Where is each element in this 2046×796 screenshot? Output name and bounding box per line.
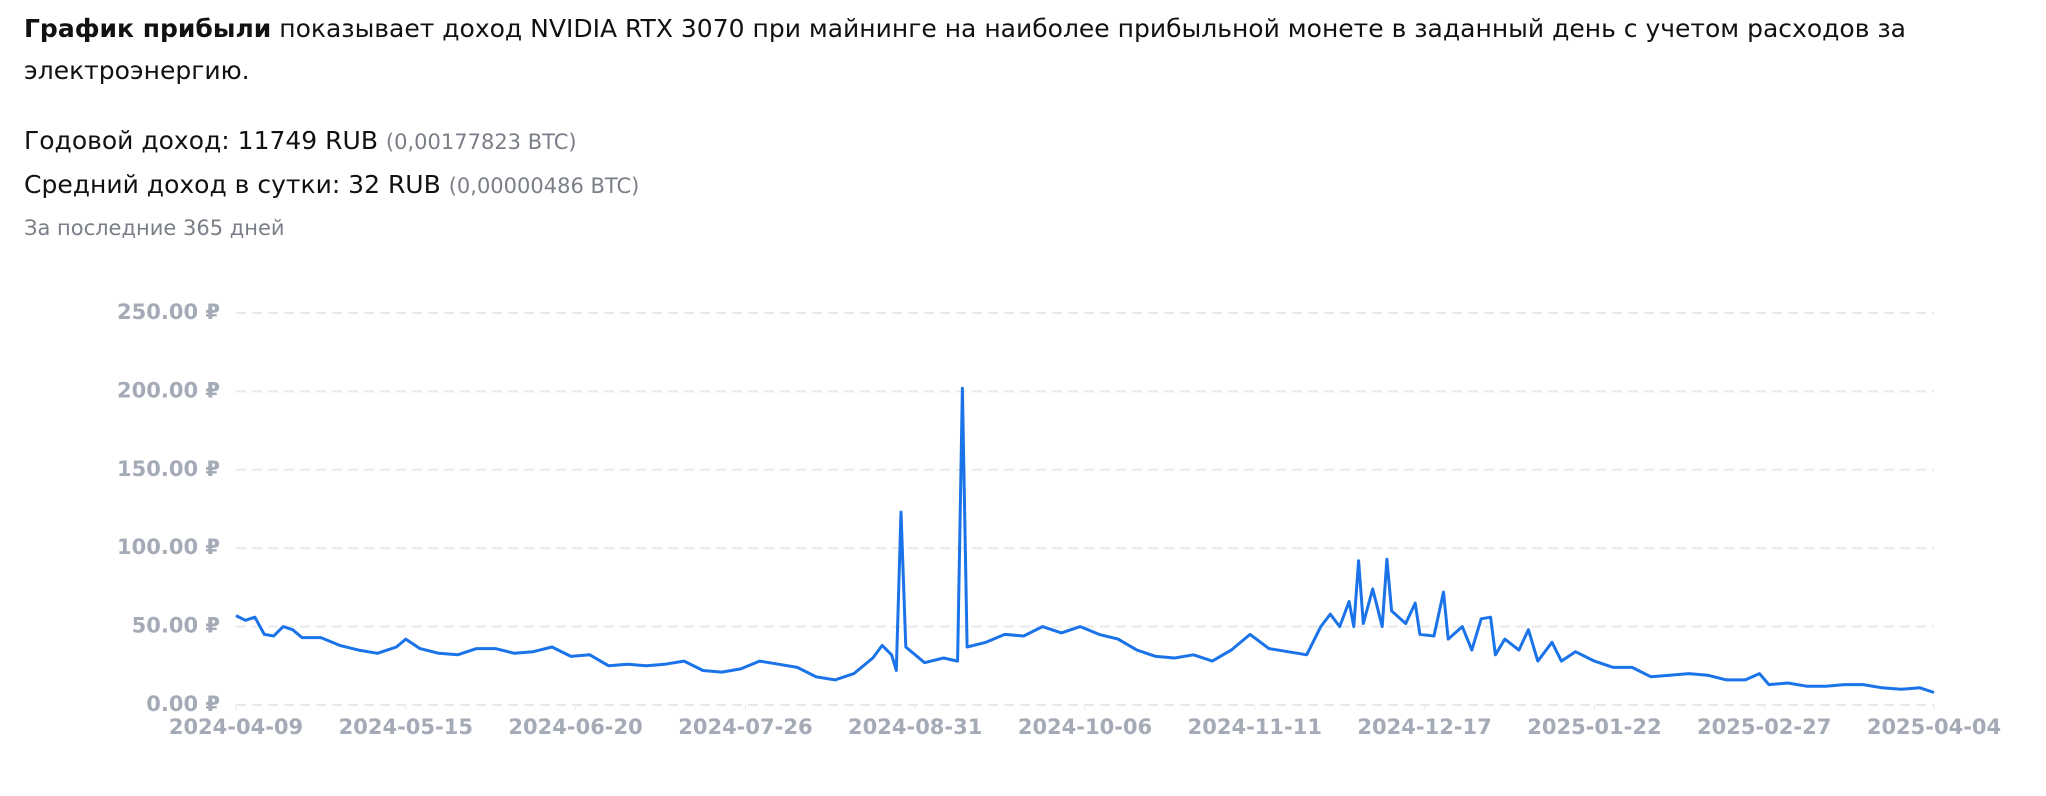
x-tick-label: 2025-02-27 [1697,715,1831,739]
x-tick-label: 2025-04-04 [1867,715,2001,739]
y-tick-label: 150.00 ₽ [117,457,220,481]
yearly: Годовой доход: 11749 RUB (0,00177823 BTC… [24,126,577,155]
description-bold: График прибыли [24,14,272,43]
y-tick-label: 250.00 ₽ [117,300,220,324]
x-tick-label: 2024-11-11 [1188,715,1322,739]
y-tick-label: 50.00 ₽ [132,614,220,638]
y-tick-label: 200.00 ₽ [117,378,220,402]
x-tick-label: 2025-01-22 [1527,715,1661,739]
x-tick-label: 2024-04-09 [169,715,303,739]
period: За последние 365 дней [24,216,285,240]
x-tick-label: 2024-06-20 [508,715,642,739]
daily: Средний доход в сутки: 32 RUB (0,0000048… [24,170,639,199]
description-text: показывает доход NVIDIA RTX 3070 при май… [279,14,1906,43]
daily-btc: (0,00000486 BTC) [448,174,640,198]
description-cont: электроэнергию. [24,56,250,85]
daily-rub: Средний доход в сутки: 32 RUB [24,170,441,199]
yearly-btc: (0,00177823 BTC) [385,130,577,154]
description: График прибыли показывает доход NVIDIA R… [24,14,1906,43]
x-tick-label: 2024-05-15 [339,715,473,739]
x-tick-label: 2024-10-06 [1018,715,1152,739]
x-tick-label: 2024-12-17 [1357,715,1491,739]
line [235,386,1935,694]
y-tick-label: 0.00 ₽ [146,692,220,716]
y-tick-label: 100.00 ₽ [117,535,220,559]
x-tick-label: 2024-08-31 [848,715,982,739]
x-tick-label: 2024-07-26 [678,715,812,739]
yearly-rub: Годовой доход: 11749 RUB [24,126,378,155]
